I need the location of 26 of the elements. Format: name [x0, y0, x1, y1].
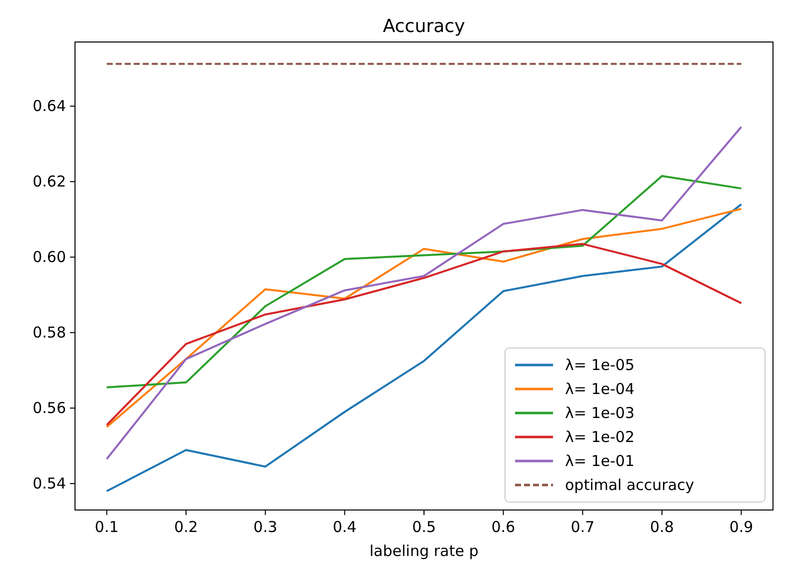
- legend-label: λ= 1e-02: [565, 428, 634, 446]
- legend-label: λ= 1e-04: [565, 380, 634, 398]
- x-tick-label: 0.1: [94, 518, 119, 536]
- y-tick-label: 0.54: [32, 474, 66, 493]
- x-axis-title: labeling rate p: [370, 542, 478, 560]
- x-tick-label: 0.5: [412, 518, 436, 536]
- chart-title: Accuracy: [382, 16, 466, 37]
- line-series: [106, 203, 742, 492]
- y-tick-label: 0.64: [32, 97, 66, 116]
- line-series: [106, 208, 742, 428]
- legend-label: λ= 1e-05: [565, 356, 634, 374]
- line-series: [106, 242, 742, 426]
- x-tick-label: 0.8: [650, 518, 674, 536]
- legend-label: λ= 1e-03: [565, 404, 634, 422]
- x-tick-label: 0.4: [332, 518, 357, 536]
- y-tick-label: 0.60: [32, 248, 66, 266]
- legend-label: optimal accuracy: [565, 476, 694, 494]
- legend-label: λ= 1e-01: [565, 452, 634, 470]
- x-tick-label: 0.2: [174, 518, 198, 536]
- x-tick-label: 0.6: [491, 518, 516, 536]
- x-tick-label: 0.9: [729, 518, 754, 536]
- x-tick-label: 0.7: [570, 518, 595, 536]
- y-tick-label: 0.62: [32, 172, 66, 191]
- y-tick-label: 0.56: [32, 399, 66, 418]
- x-tick-label: 0.3: [253, 518, 278, 536]
- y-tick-label: 0.58: [32, 324, 66, 342]
